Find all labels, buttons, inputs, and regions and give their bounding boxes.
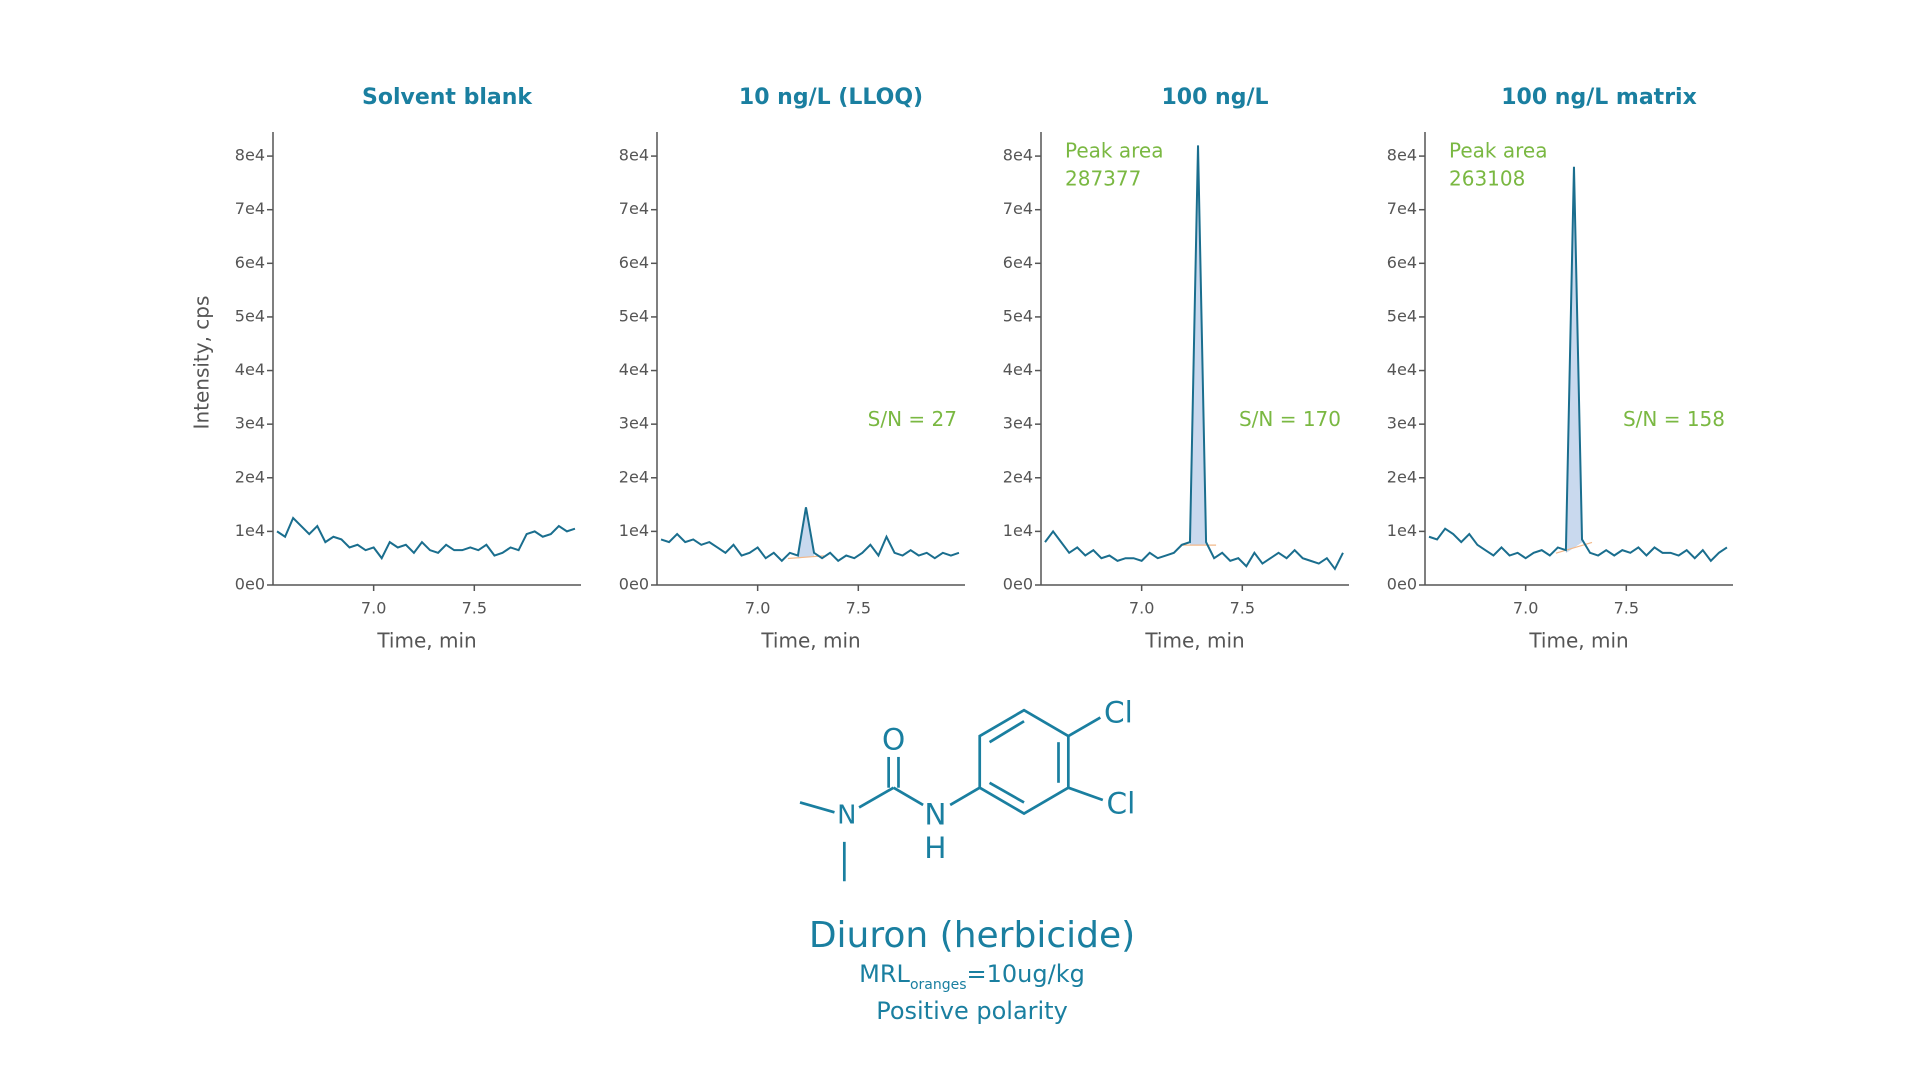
y-tick-label: 6e4 bbox=[1387, 253, 1417, 272]
sn-label: S/N = 170 bbox=[1239, 407, 1341, 431]
x-axis-label: Time, min bbox=[1144, 629, 1244, 653]
chart-title: Solvent blank bbox=[362, 85, 533, 110]
compound-name: Diuron (herbicide) bbox=[809, 915, 1135, 956]
y-tick-label: 5e4 bbox=[619, 306, 649, 325]
molecule: O N N H Cl Cl bbox=[799, 695, 1135, 882]
y-tick-label: 6e4 bbox=[235, 253, 265, 272]
y-tick-label: 0e0 bbox=[1003, 575, 1033, 594]
mrl-value: =10ug/kg bbox=[967, 960, 1085, 988]
y-tick-label: 1e4 bbox=[1003, 521, 1033, 540]
bond bbox=[988, 781, 1025, 804]
mrl-sub: oranges bbox=[910, 977, 967, 993]
x-tick-label: 7.5 bbox=[846, 599, 871, 618]
ring bbox=[978, 708, 1070, 816]
y-tick-label: 8e4 bbox=[235, 146, 265, 165]
bond bbox=[858, 786, 895, 809]
bond bbox=[949, 786, 981, 807]
y-tick-label: 7e4 bbox=[1003, 199, 1033, 218]
y-tick-label: 5e4 bbox=[235, 306, 265, 325]
y-tick-label: 7e4 bbox=[619, 199, 649, 218]
atom: Cl bbox=[1106, 786, 1135, 820]
atom: N bbox=[837, 801, 856, 831]
trace bbox=[1428, 166, 1728, 563]
y-tick-label: 0e0 bbox=[235, 575, 265, 594]
peak-area bbox=[1189, 145, 1207, 546]
atom: Cl bbox=[1104, 695, 1133, 729]
peak-area-label: Peak area bbox=[1449, 139, 1547, 163]
bond bbox=[1067, 786, 1104, 802]
y-tick-label: 8e4 bbox=[619, 146, 649, 165]
y-tick-label: 2e4 bbox=[1387, 467, 1417, 486]
x-axis-label: Time, min bbox=[1528, 629, 1628, 653]
y-tick-label: 1e4 bbox=[619, 521, 649, 540]
y-tick-label: 3e4 bbox=[1387, 414, 1417, 433]
y-tick-label: 0e0 bbox=[1387, 575, 1417, 594]
bond bbox=[988, 720, 1025, 744]
y-tick-label: 3e4 bbox=[235, 414, 265, 433]
y-tick-label: 5e4 bbox=[1387, 306, 1417, 325]
peak-area-value: 287377 bbox=[1065, 167, 1141, 191]
y-tick-label: 6e4 bbox=[1003, 253, 1033, 272]
x-axis-label: Time, min bbox=[760, 629, 860, 653]
y-tick-label: 4e4 bbox=[1387, 360, 1417, 379]
peak-area bbox=[797, 507, 815, 559]
x-tick-label: 7.0 bbox=[361, 599, 386, 618]
x-tick-label: 7.0 bbox=[745, 599, 770, 618]
peak-area bbox=[1565, 166, 1583, 554]
y-tick-label: 2e4 bbox=[235, 467, 265, 486]
peak-area-value: 263108 bbox=[1449, 167, 1525, 191]
y-tick-label: 1e4 bbox=[235, 521, 265, 540]
y-tick-label: 4e4 bbox=[235, 360, 265, 379]
x-tick-label: 7.5 bbox=[462, 599, 487, 618]
y-tick-label: 7e4 bbox=[1387, 199, 1417, 218]
y-tick-label: 2e4 bbox=[619, 467, 649, 486]
atom: N bbox=[924, 798, 946, 832]
y-axis-label: Intensity, cps bbox=[190, 296, 214, 430]
trace bbox=[1044, 145, 1344, 571]
bond bbox=[799, 801, 835, 814]
chart-title: 100 ng/L matrix bbox=[1501, 85, 1697, 110]
y-tick-label: 4e4 bbox=[1003, 360, 1033, 379]
bond bbox=[892, 786, 924, 807]
x-tick-label: 7.5 bbox=[1230, 599, 1255, 618]
y-tick-label: 7e4 bbox=[235, 199, 265, 218]
y-tick-label: 2e4 bbox=[1003, 467, 1033, 486]
x-tick-label: 7.0 bbox=[1513, 599, 1538, 618]
trace bbox=[276, 516, 576, 561]
y-tick-label: 1e4 bbox=[1387, 521, 1417, 540]
polarity: Positive polarity bbox=[876, 997, 1068, 1025]
sn-label: S/N = 27 bbox=[868, 407, 957, 431]
bond bbox=[1067, 716, 1102, 738]
trace bbox=[660, 507, 960, 563]
chart-title: 100 ng/L bbox=[1161, 85, 1268, 110]
y-tick-label: 5e4 bbox=[1003, 306, 1033, 325]
x-axis-label: Time, min bbox=[376, 629, 476, 653]
y-tick-label: 3e4 bbox=[1003, 414, 1033, 433]
mrl-label: MRL bbox=[859, 960, 910, 988]
y-tick-label: 6e4 bbox=[619, 253, 649, 272]
x-tick-label: 7.5 bbox=[1614, 599, 1639, 618]
chart-title: 10 ng/L (LLOQ) bbox=[739, 85, 923, 110]
y-tick-label: 8e4 bbox=[1387, 146, 1417, 165]
mrl: MRLoranges=10ug/kg bbox=[859, 960, 1085, 993]
sn-label: S/N = 158 bbox=[1623, 407, 1725, 431]
x-tick-label: 7.0 bbox=[1129, 599, 1154, 618]
y-tick-label: 0e0 bbox=[619, 575, 649, 594]
atom: O bbox=[882, 722, 905, 756]
atom: H bbox=[924, 831, 946, 865]
peak-area-label: Peak area bbox=[1065, 139, 1163, 163]
y-tick-label: 3e4 bbox=[619, 414, 649, 433]
y-tick-label: 4e4 bbox=[619, 360, 649, 379]
y-tick-label: 8e4 bbox=[1003, 146, 1033, 165]
